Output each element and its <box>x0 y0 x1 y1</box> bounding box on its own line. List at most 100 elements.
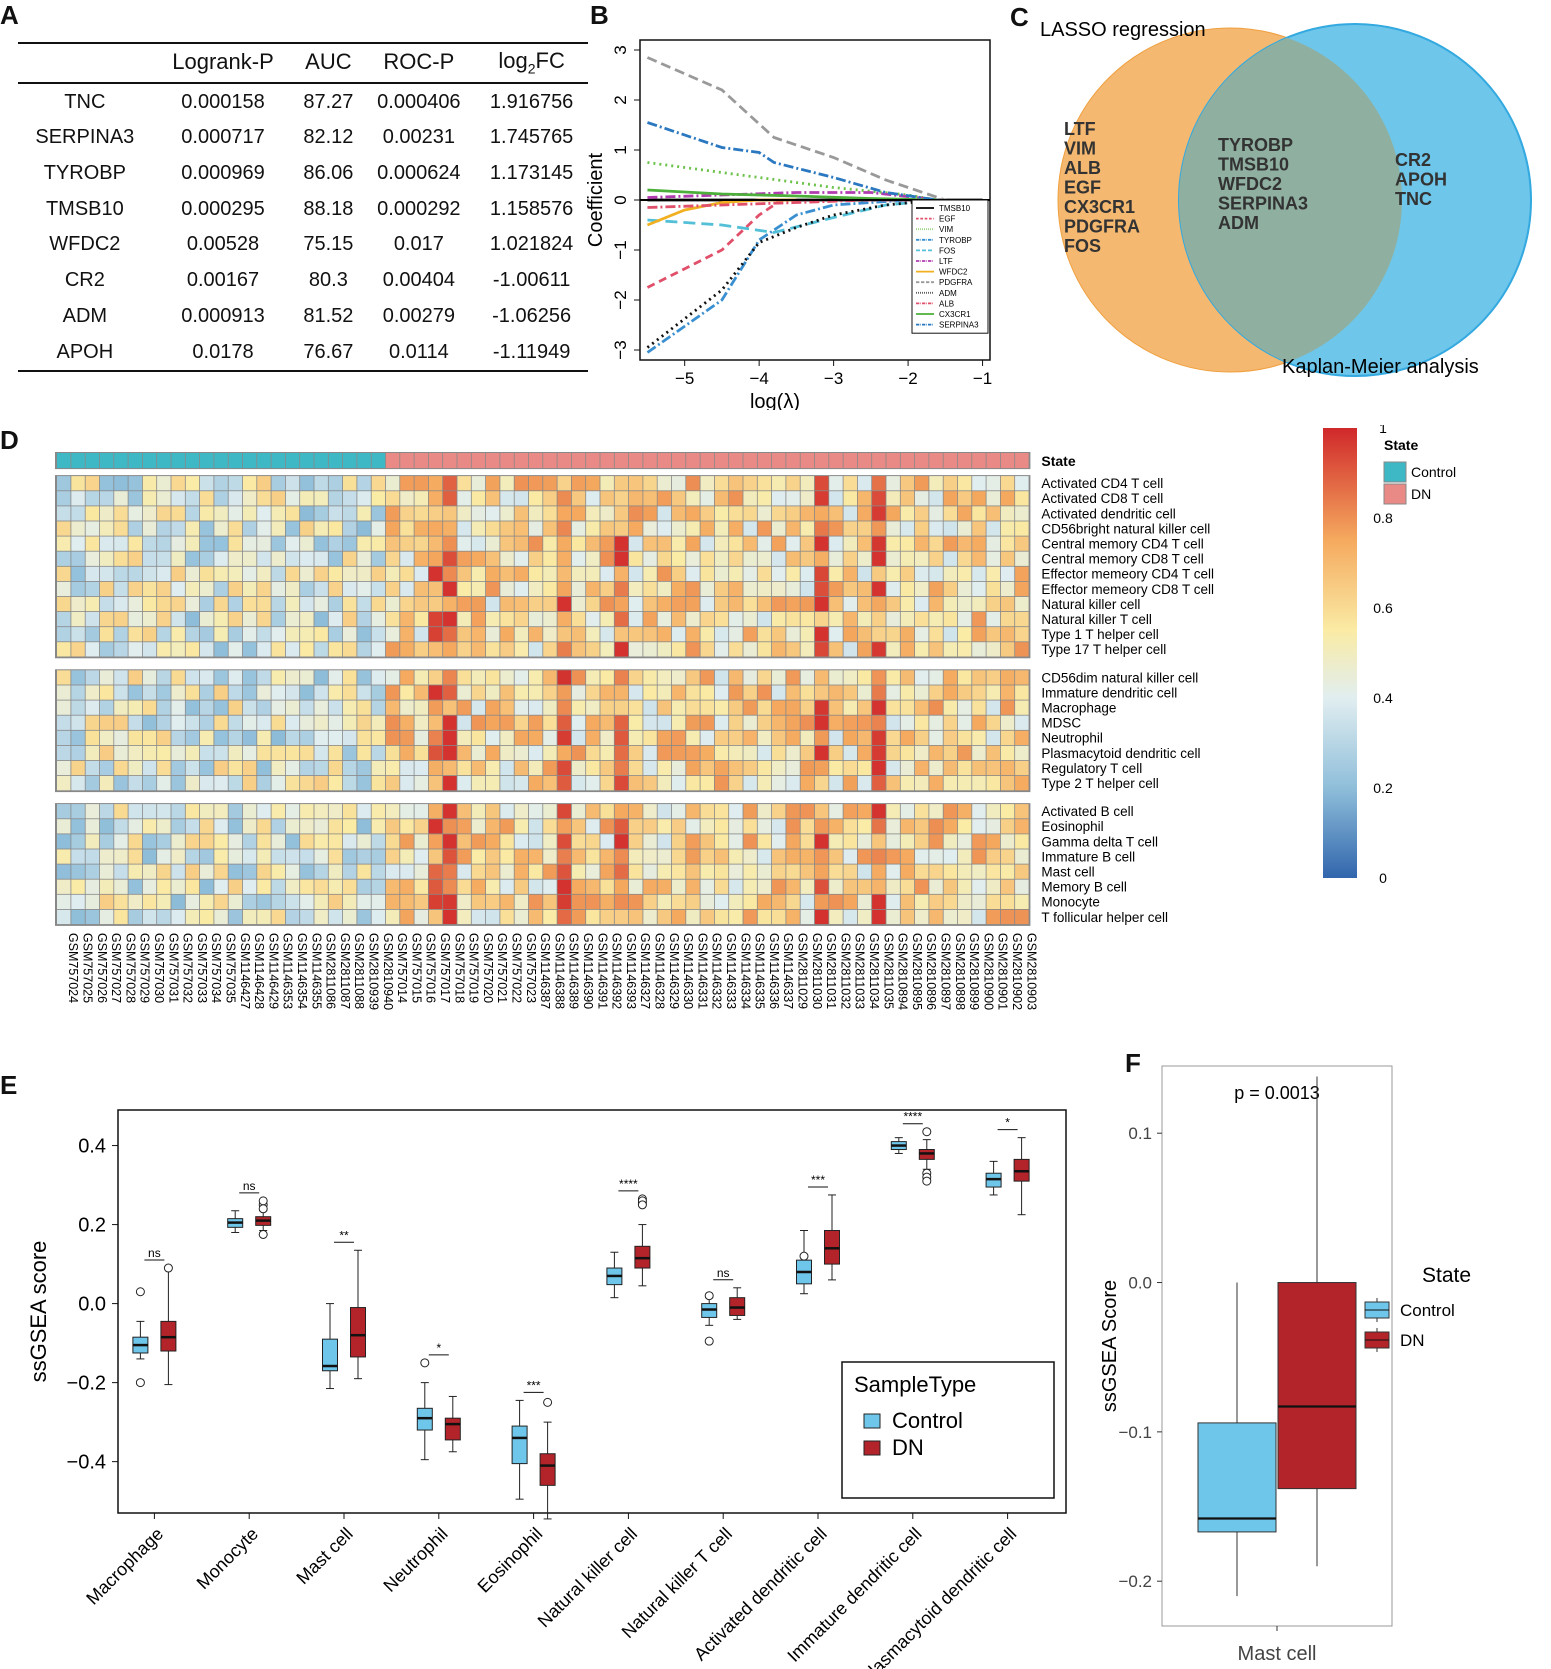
heatmap-cell <box>242 685 257 700</box>
heatmap-cell <box>385 879 400 894</box>
venn-gene-label: SERPINA3 <box>1218 194 1308 214</box>
heatmap-cell <box>671 627 686 642</box>
heatmap-cell <box>514 879 529 894</box>
heatmap-cell <box>257 596 271 612</box>
state-cell <box>943 453 958 469</box>
sample-label: GSM1146330 <box>681 933 695 1009</box>
heatmap-cell <box>428 685 443 700</box>
heatmap-cell <box>514 670 529 685</box>
heatmap-cell <box>843 476 857 491</box>
state-cell <box>543 453 557 469</box>
heatmap-cell <box>514 730 529 745</box>
heatmap-cell <box>800 819 815 834</box>
heatmap-cell <box>514 700 529 715</box>
legend-label: DN <box>892 1435 924 1460</box>
heatmap-cell <box>571 760 586 776</box>
heatmap-cell <box>114 506 128 521</box>
heatmap-cell <box>57 551 71 566</box>
heatmap-cell <box>357 596 371 612</box>
heatmap-cell <box>900 685 915 700</box>
heatmap-cell <box>571 536 586 551</box>
state-cell <box>85 453 100 469</box>
heatmap-cell <box>71 506 85 521</box>
venn-diagram: LASSO regression Kaplan-Meier analysis L… <box>1040 19 1532 378</box>
heatmap-cell <box>643 849 657 864</box>
heatmap-cell <box>214 879 228 894</box>
heatmap-cell <box>185 685 200 700</box>
heatmap-cell <box>200 715 214 730</box>
heatmap-cell <box>929 521 943 536</box>
y-tick-label: 3 <box>611 45 630 54</box>
legend-swatch <box>863 1440 881 1456</box>
heatmap-cell <box>800 745 815 761</box>
heatmap-cell <box>99 849 114 864</box>
cell-type-label: CD56bright natural killer cell <box>1041 521 1210 536</box>
heatmap-cell <box>972 909 986 925</box>
heatmap-cell <box>700 627 714 642</box>
heatmap-cell <box>600 491 614 506</box>
heatmap-cell <box>385 760 400 776</box>
heatmap-cell <box>872 506 886 521</box>
heatmap-cell <box>457 700 471 715</box>
heatmap-cell <box>314 670 328 685</box>
heatmap-cell <box>957 476 972 491</box>
heatmap-cell <box>328 521 343 536</box>
heatmap-cell <box>972 612 986 627</box>
heatmap-cell <box>657 536 672 551</box>
heatmap-cell <box>57 819 71 834</box>
heatmap-cell <box>786 804 800 819</box>
heatmap-cell <box>314 760 328 776</box>
heatmap-cell <box>772 745 786 761</box>
heatmap-cell <box>328 581 343 597</box>
heatmap-cell <box>457 864 471 879</box>
heatmap-cell <box>943 627 958 642</box>
heatmap-cell <box>814 804 829 819</box>
heatmap-cell <box>285 804 300 819</box>
heatmap-cell <box>586 834 600 849</box>
heatmap-cell <box>957 745 972 761</box>
heatmap-cell <box>872 730 886 745</box>
heatmap-cell <box>500 642 514 657</box>
heatmap-cell <box>886 700 900 715</box>
heatmap-cell <box>128 491 142 506</box>
heatmap-cell <box>571 834 586 849</box>
heatmap-cell <box>471 776 486 791</box>
heatmap-cell <box>242 879 257 894</box>
heatmap-cell <box>157 745 171 761</box>
heatmap-cell <box>772 491 786 506</box>
sample-label: GSM2810902 <box>1010 933 1024 1010</box>
heatmap-cell <box>142 909 157 925</box>
heatmap-cell <box>57 700 71 715</box>
heatmap-cell <box>986 760 1000 776</box>
sample-label: GSM1146390 <box>581 933 595 1009</box>
heatmap-cell <box>357 627 371 642</box>
heatmap-cell <box>285 819 300 834</box>
heatmap-cell <box>528 476 543 491</box>
heatmap-cell <box>514 819 529 834</box>
heatmap-cell <box>557 491 571 506</box>
state-cell <box>528 453 543 469</box>
heatmap-cell <box>471 745 486 761</box>
y-tick-label: −0.4 <box>67 1452 106 1474</box>
heatmap-cell <box>242 670 257 685</box>
significance-label: **** <box>619 1177 638 1191</box>
heatmap-cell <box>200 491 214 506</box>
heatmap-cell <box>571 670 586 685</box>
heatmap-cell <box>1015 566 1029 581</box>
legend-box <box>841 1361 1055 1499</box>
heatmap-cell <box>57 670 71 685</box>
heatmap-cell <box>500 670 514 685</box>
heatmap-cell <box>228 536 243 551</box>
heatmap-cell <box>328 745 343 761</box>
heatmap-cell <box>743 521 757 536</box>
heatmap-cell <box>228 909 243 925</box>
heatmap-cell <box>743 670 757 685</box>
heatmap-cell <box>943 819 958 834</box>
heatmap-cell <box>486 715 500 730</box>
heatmap-cell <box>242 715 257 730</box>
heatmap-cell <box>857 776 872 791</box>
heatmap-cell <box>1000 642 1015 657</box>
sample-label: GSM757018 <box>452 933 466 1003</box>
heatmap-cell <box>543 730 557 745</box>
heatmap-cell <box>700 581 714 597</box>
